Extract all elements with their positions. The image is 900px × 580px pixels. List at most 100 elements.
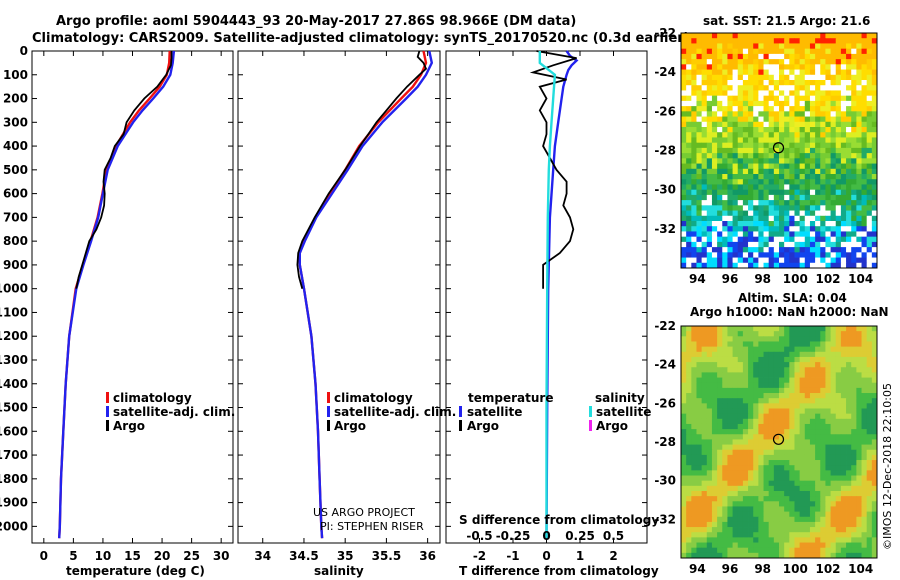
map-cell	[825, 485, 831, 492]
s-diff-tick-label: 0.5	[603, 529, 624, 543]
map-cell	[784, 429, 790, 435]
map-cell	[701, 429, 708, 435]
map-cell	[773, 377, 780, 384]
map-cell	[696, 205, 703, 211]
map-cell	[758, 521, 764, 528]
map-cell	[830, 147, 837, 154]
map-cell	[722, 367, 728, 373]
map-cell	[804, 527, 811, 533]
map-cell	[784, 341, 790, 348]
map-cell	[742, 194, 749, 201]
map-cell	[748, 132, 754, 138]
map-cell	[835, 163, 842, 170]
map-cell	[820, 132, 826, 138]
map-cell	[742, 382, 749, 389]
map-cell	[773, 382, 780, 389]
map-cell	[830, 142, 837, 149]
map-cell	[722, 74, 728, 81]
map-cell	[840, 532, 847, 538]
map-cell	[717, 252, 723, 258]
map-cell	[840, 331, 847, 337]
map-cell	[701, 168, 708, 175]
map-cell	[686, 132, 692, 138]
map-cell	[696, 142, 703, 149]
map-lat-label: -22	[654, 319, 676, 333]
map-cell	[748, 64, 754, 70]
map-cell	[691, 552, 697, 559]
map-cell	[758, 189, 764, 196]
map-cell	[732, 377, 739, 384]
map-cell	[779, 413, 785, 420]
map-cell	[706, 121, 713, 128]
map-cell	[711, 33, 718, 39]
map-cell	[809, 465, 816, 471]
map-cell	[871, 413, 878, 420]
map-cell	[686, 480, 692, 487]
map-cell	[820, 111, 826, 117]
map-cell	[722, 59, 728, 65]
map-cell	[794, 542, 801, 549]
map-cell	[789, 326, 795, 332]
map-cell	[820, 38, 826, 44]
map-cell	[789, 121, 795, 128]
map-cell	[732, 521, 739, 528]
map-cell	[856, 501, 862, 507]
map-cell	[830, 226, 837, 232]
map-cell	[835, 179, 842, 185]
map-cell	[825, 38, 831, 44]
map-cell	[686, 444, 692, 451]
map-cell	[773, 521, 780, 528]
map-cell	[768, 521, 775, 528]
map-cell	[753, 48, 759, 55]
map-cell	[727, 465, 733, 471]
map-cell	[856, 142, 862, 149]
map-cell	[794, 163, 801, 170]
map-cell	[737, 189, 744, 196]
map-cell	[809, 179, 816, 185]
map-cell	[717, 231, 723, 238]
map-cell	[835, 511, 842, 518]
map-cell	[871, 434, 878, 440]
map-cell	[784, 542, 790, 549]
map-cell	[820, 252, 826, 258]
map-cell	[773, 85, 780, 91]
map-cell	[825, 547, 831, 554]
map-cell	[809, 387, 816, 394]
map-cell	[732, 147, 739, 154]
map-cell	[866, 527, 873, 533]
map-cell	[799, 179, 806, 185]
map-cell	[820, 142, 826, 149]
map-cell	[856, 147, 862, 154]
map-cell	[722, 356, 728, 363]
map-cell	[856, 184, 862, 191]
map-cell	[763, 205, 770, 211]
map-cell	[871, 226, 878, 232]
pressure-tick-label: 1000	[0, 282, 28, 296]
map-cell	[737, 501, 744, 507]
map-cell	[686, 85, 692, 91]
map-cell	[835, 194, 842, 201]
map-cell	[686, 69, 692, 76]
map-cell	[727, 537, 733, 543]
map-cell	[871, 106, 878, 112]
map-cell	[722, 127, 728, 133]
map-cell	[742, 74, 749, 81]
map-cell	[815, 362, 821, 368]
map-cell	[686, 158, 692, 164]
map-cell	[840, 100, 847, 107]
map-cell	[706, 372, 713, 378]
map-cell	[706, 537, 713, 543]
map-cell	[856, 179, 862, 185]
map-cell	[871, 90, 878, 97]
map-cell	[732, 137, 739, 144]
map-cell	[789, 142, 795, 149]
map-cell	[779, 184, 785, 191]
map-cell	[804, 480, 811, 487]
map-cell	[794, 398, 801, 404]
map-cell	[835, 221, 842, 227]
map-cell	[779, 262, 785, 269]
map-cell	[804, 449, 811, 456]
map-cell	[696, 346, 703, 353]
map-cell	[758, 241, 764, 248]
map-cell	[681, 38, 687, 44]
